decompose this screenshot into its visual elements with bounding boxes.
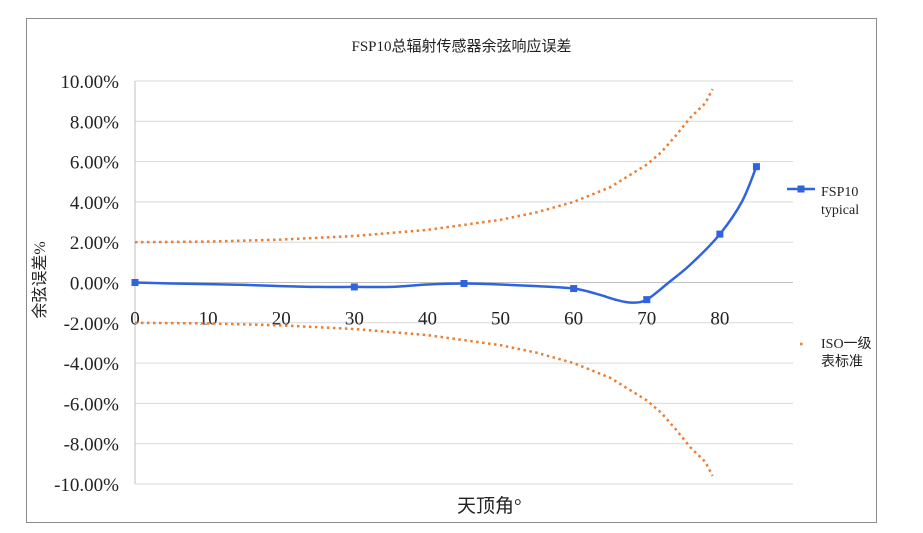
chart-title: FSP10总辐射传感器余弦响应误差	[351, 39, 572, 55]
x-tick-label: 0	[130, 309, 140, 330]
iso-boundary-upper	[134, 88, 714, 244]
legend-label-iso-line1: ISO一级	[821, 337, 872, 352]
x-axis-label: 天顶角°	[457, 496, 522, 517]
fsp10-marker	[350, 283, 358, 291]
x-tick-label: 60	[564, 309, 583, 330]
y-tick-label: 4.00%	[70, 193, 119, 214]
fsp10-marker	[643, 296, 651, 304]
y-tick-label: -2.00%	[64, 314, 120, 335]
y-tick-label: -4.00%	[64, 354, 120, 375]
y-tick-label: -10.00%	[54, 475, 119, 496]
x-tick-label: 20	[272, 309, 291, 330]
legend-swatch-fsp10-marker	[797, 185, 805, 193]
fsp10-marker	[460, 280, 468, 288]
x-tick-label: 40	[418, 309, 437, 330]
fsp10-marker	[131, 279, 139, 286]
x-tick-label: 10	[199, 309, 218, 330]
fsp10-marker	[716, 230, 724, 238]
y-tick-label: 6.00%	[70, 153, 119, 174]
y-tick-label: 8.00%	[70, 112, 119, 133]
x-tick-label: 30	[345, 309, 364, 330]
fsp10-marker	[570, 285, 578, 293]
legend-label-fsp10-line1: FSP10	[821, 185, 859, 200]
fsp10-marker	[752, 163, 760, 171]
legend-item-iso: ISO一级 表标准	[821, 336, 881, 372]
fsp10-line	[134, 166, 758, 304]
axes: 10.00% 8.00% 6.00% 4.00% 2.00% 0.00% -2.00% -4.…	[54, 72, 793, 496]
y-tick-label: 0.00%	[70, 274, 119, 295]
series-layer	[131, 88, 760, 477]
y-tick-label: -6.00%	[64, 394, 120, 415]
legend-item-fsp10: FSP10 typical	[821, 184, 881, 220]
y-tick-label: 10.00%	[60, 72, 119, 93]
y-tick-label: -8.00%	[64, 435, 120, 456]
chart-frame	[26, 18, 877, 523]
iso-boundary-lower	[134, 321, 714, 477]
legend-swatches	[787, 185, 815, 346]
x-tick-label: 80	[710, 309, 729, 330]
x-tick-label: 70	[637, 309, 656, 330]
y-tick-label: 2.00%	[70, 233, 119, 254]
legend-label-iso-line2: 表标准	[821, 355, 863, 370]
legend-label-fsp10-line2: typical	[821, 203, 860, 218]
x-tick-label: 50	[491, 309, 510, 330]
